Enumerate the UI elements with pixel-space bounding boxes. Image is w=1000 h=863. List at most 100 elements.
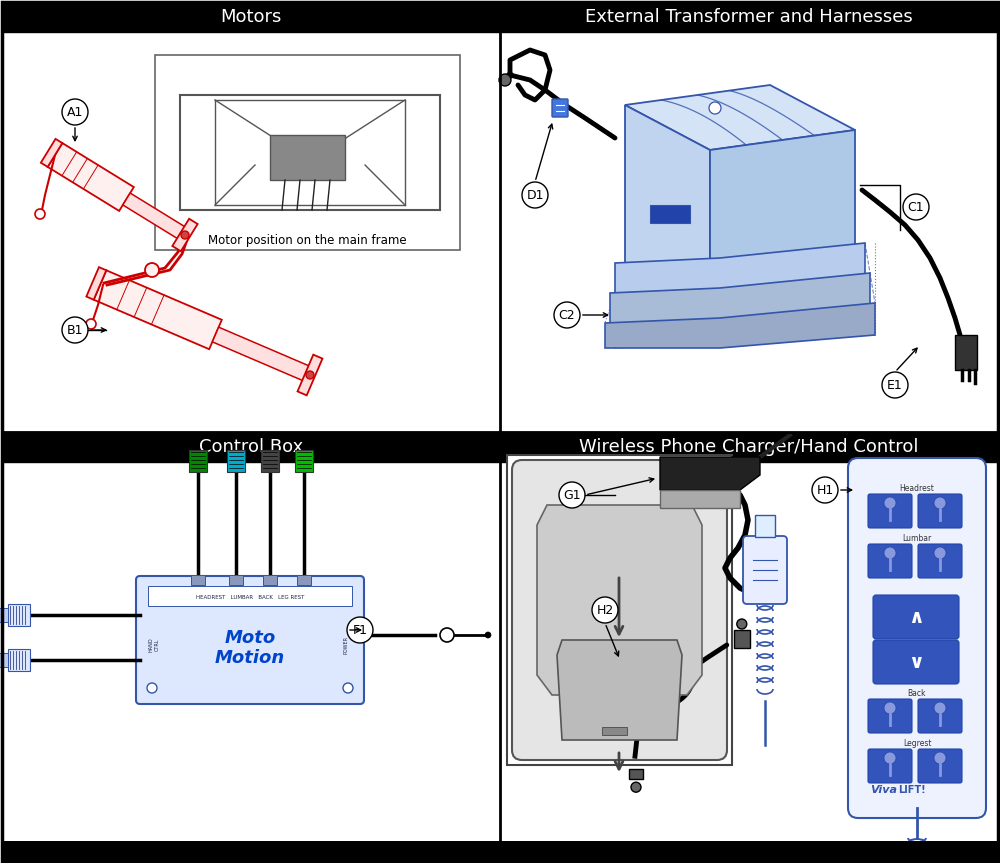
Circle shape — [35, 209, 45, 219]
Bar — [0, 653, 8, 667]
Text: POWER: POWER — [344, 636, 349, 654]
FancyBboxPatch shape — [512, 460, 727, 760]
FancyBboxPatch shape — [743, 536, 787, 604]
Text: A1: A1 — [67, 105, 83, 118]
FancyBboxPatch shape — [868, 494, 912, 528]
Bar — [155, 55, 460, 250]
Polygon shape — [86, 268, 106, 299]
Circle shape — [522, 182, 548, 208]
Bar — [270, 135, 345, 180]
Text: HEADREST   LUMBAR   BACK   LEG REST: HEADREST LUMBAR BACK LEG REST — [196, 595, 304, 600]
Text: G1: G1 — [563, 488, 581, 501]
Circle shape — [884, 752, 896, 764]
FancyBboxPatch shape — [873, 640, 959, 684]
Bar — [507, 455, 732, 765]
Bar — [602, 727, 627, 735]
Polygon shape — [610, 273, 870, 323]
Polygon shape — [94, 270, 222, 350]
Text: Lumbar: Lumbar — [902, 533, 932, 543]
Circle shape — [884, 702, 896, 714]
Polygon shape — [710, 130, 855, 265]
Text: E1: E1 — [887, 379, 903, 392]
Text: F1: F1 — [352, 623, 368, 637]
FancyBboxPatch shape — [868, 544, 912, 578]
Polygon shape — [123, 193, 189, 241]
Bar — [2, 841, 998, 861]
FancyBboxPatch shape — [868, 749, 912, 783]
Text: Viva: Viva — [870, 785, 897, 795]
FancyBboxPatch shape — [918, 494, 962, 528]
Circle shape — [62, 317, 88, 343]
Circle shape — [440, 628, 454, 642]
Text: Wireless Phone Charger/Hand Control: Wireless Phone Charger/Hand Control — [579, 438, 919, 456]
Text: B1: B1 — [67, 324, 83, 337]
Polygon shape — [298, 355, 322, 395]
Circle shape — [934, 752, 946, 764]
Bar — [189, 450, 207, 472]
Polygon shape — [625, 85, 855, 150]
Polygon shape — [212, 327, 313, 382]
FancyBboxPatch shape — [873, 595, 959, 639]
Bar — [2, 2, 500, 32]
Bar — [955, 335, 977, 370]
Circle shape — [884, 547, 896, 559]
Circle shape — [554, 302, 580, 328]
Bar — [734, 630, 750, 648]
Text: HAND
CTRL: HAND CTRL — [149, 638, 159, 652]
FancyBboxPatch shape — [918, 544, 962, 578]
Circle shape — [934, 547, 946, 559]
FancyBboxPatch shape — [848, 458, 986, 818]
Bar — [2, 432, 500, 462]
Text: ∧: ∧ — [908, 608, 924, 627]
Polygon shape — [537, 505, 702, 695]
Bar — [148, 586, 352, 606]
Text: Headrest: Headrest — [900, 483, 934, 493]
Text: H1: H1 — [816, 483, 834, 496]
Bar — [263, 575, 277, 585]
Polygon shape — [41, 139, 62, 167]
Bar — [227, 450, 245, 472]
Text: Motors: Motors — [220, 8, 282, 26]
Circle shape — [884, 497, 896, 509]
Polygon shape — [172, 218, 198, 251]
Polygon shape — [615, 243, 865, 293]
Bar — [755, 515, 775, 537]
Text: Control Box: Control Box — [199, 438, 303, 456]
Text: D1: D1 — [526, 188, 544, 201]
Bar — [297, 575, 311, 585]
Circle shape — [499, 74, 511, 86]
Circle shape — [737, 619, 747, 629]
Bar — [229, 575, 243, 585]
Circle shape — [903, 194, 929, 220]
Circle shape — [145, 263, 159, 277]
Bar — [629, 769, 643, 779]
Circle shape — [62, 99, 88, 125]
FancyBboxPatch shape — [136, 576, 364, 704]
Circle shape — [592, 597, 618, 623]
Polygon shape — [605, 303, 875, 348]
FancyBboxPatch shape — [552, 99, 568, 117]
Circle shape — [343, 683, 353, 693]
Text: H2: H2 — [596, 603, 614, 616]
Text: Motor position on the main frame: Motor position on the main frame — [208, 234, 407, 247]
Bar — [8, 604, 30, 626]
Circle shape — [631, 782, 641, 792]
Text: C2: C2 — [559, 308, 575, 322]
Polygon shape — [625, 105, 710, 265]
Bar — [500, 432, 998, 462]
FancyBboxPatch shape — [868, 699, 912, 733]
Circle shape — [306, 371, 314, 379]
Text: External Transformer and Harnesses: External Transformer and Harnesses — [585, 8, 913, 26]
Text: Back: Back — [908, 689, 926, 697]
Bar — [650, 205, 690, 223]
Polygon shape — [48, 143, 134, 211]
Circle shape — [559, 482, 585, 508]
Polygon shape — [660, 457, 760, 490]
Text: Legrest: Legrest — [903, 739, 931, 747]
Bar — [8, 649, 30, 671]
Bar — [261, 450, 279, 472]
Text: ∨: ∨ — [908, 652, 924, 671]
FancyBboxPatch shape — [918, 699, 962, 733]
Bar — [660, 490, 740, 508]
Text: Moto
Motion: Moto Motion — [215, 629, 285, 667]
